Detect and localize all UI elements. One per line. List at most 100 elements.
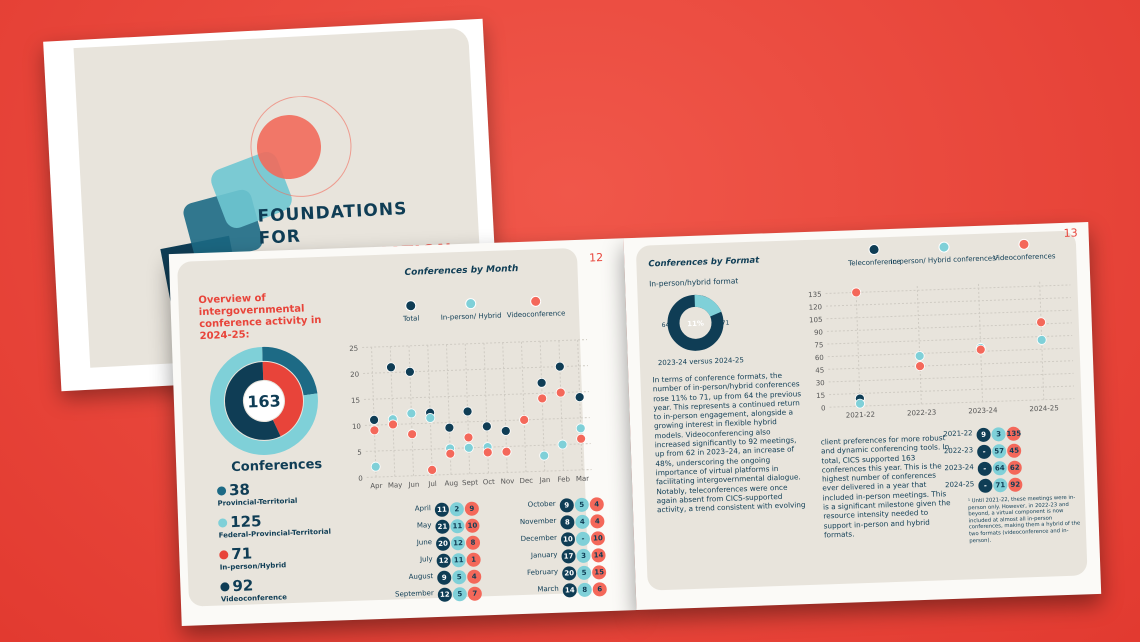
data-dot xyxy=(855,398,865,409)
month-label: April xyxy=(414,503,431,513)
y-tick-label: 0 xyxy=(358,475,363,483)
stat: 125 Federal-Provincial-Territorial xyxy=(218,507,379,540)
data-dot xyxy=(1036,335,1047,345)
x-guide xyxy=(539,341,546,472)
x-tick-label: Jun xyxy=(407,481,419,489)
donut-label: 71 xyxy=(722,320,730,327)
legend-dot xyxy=(530,295,542,307)
legend-label: Total xyxy=(402,314,420,323)
data-dot xyxy=(501,446,512,457)
stat-value: 125 xyxy=(229,512,262,532)
grid-line xyxy=(827,347,1073,358)
data-dot xyxy=(444,422,455,433)
donut-segment xyxy=(225,361,281,440)
year-label: 2022-23 xyxy=(943,445,974,455)
total-label: Conferences xyxy=(231,456,323,476)
month-label: July xyxy=(419,554,433,564)
y-tick-label: 45 xyxy=(815,366,824,374)
grid-line xyxy=(828,372,1074,383)
x-tick-label: 2021-22 xyxy=(846,411,876,420)
data-dot xyxy=(427,465,438,475)
grid-line xyxy=(362,339,588,348)
month-label: May xyxy=(416,520,432,530)
x-tick-label: Apr xyxy=(370,482,383,490)
data-dot xyxy=(914,351,925,361)
x-guide xyxy=(520,341,527,472)
data-dot xyxy=(425,413,436,423)
grid-line xyxy=(827,334,1073,345)
x-tick-label: Sept xyxy=(462,479,478,488)
stat-value: 92 xyxy=(232,576,254,596)
data-dot xyxy=(445,448,456,459)
legend-dot xyxy=(1018,238,1030,250)
data-dot xyxy=(463,432,474,443)
grid-line xyxy=(826,322,1072,332)
grid-line xyxy=(829,385,1074,396)
data-dot xyxy=(406,408,417,419)
legend-label: Videoconferences xyxy=(993,252,1056,262)
cover-title: FOR xyxy=(258,226,302,249)
data-dot xyxy=(574,392,585,403)
month-label: January xyxy=(530,550,558,560)
y-tick-label: 105 xyxy=(809,316,823,324)
year-label: 2023-24 xyxy=(944,462,974,472)
stat-value: 71 xyxy=(230,544,253,564)
x-guide xyxy=(558,340,564,471)
x-guide xyxy=(977,283,984,402)
table-cell: 7 xyxy=(467,586,483,601)
grid-line xyxy=(363,391,589,400)
table-cell: 6 xyxy=(592,582,607,597)
data-dot xyxy=(481,421,492,432)
y-tick-label: 120 xyxy=(809,303,823,311)
y-tick-label: 0 xyxy=(821,404,826,412)
x-tick-label: Oct xyxy=(483,478,496,486)
y-tick-label: 5 xyxy=(357,449,362,457)
x-tick-label: Aug xyxy=(444,479,458,487)
y-tick-label: 60 xyxy=(815,354,824,362)
stat: 71 In-person/Hybrid xyxy=(219,539,380,572)
x-tick-label: 2022-23 xyxy=(907,408,937,417)
x-tick-label: Nov xyxy=(501,477,515,485)
y-tick-label: 10 xyxy=(352,423,361,431)
year-label: 2021-22 xyxy=(943,428,973,438)
x-tick-label: 2023-24 xyxy=(968,406,998,415)
stat-dot xyxy=(216,486,227,496)
table-cell: - xyxy=(978,478,993,494)
month-label: December xyxy=(520,533,558,543)
data-dot xyxy=(557,439,568,450)
legend-label: In-person/ Hybrid conferences¹ xyxy=(890,254,999,266)
data-dot xyxy=(1036,317,1046,328)
month-chart: 0 5 10 15 20 25 Total In-person/ Hybrid Videocon… xyxy=(349,295,592,490)
right-page: 13 Conferences by Format In-person/hybri… xyxy=(623,222,1102,611)
x-tick-label: 2024-25 xyxy=(1029,404,1059,413)
footnote: ¹ Until 2021-22, these meetings were in-… xyxy=(967,494,1081,544)
table-cell: 92 xyxy=(1008,477,1023,493)
month-label: August xyxy=(408,571,434,581)
month-label: November xyxy=(519,516,557,526)
x-tick-label: May xyxy=(388,481,403,490)
data-dot xyxy=(539,450,550,461)
data-dot xyxy=(386,362,396,373)
x-tick-label: Jul xyxy=(427,480,437,488)
table-cell: 14 xyxy=(562,583,578,598)
y-tick-label: 30 xyxy=(816,379,825,387)
table-cell: 5 xyxy=(452,586,468,602)
legend-dot xyxy=(868,244,880,256)
legend-dot xyxy=(405,300,417,312)
x-guide xyxy=(916,286,922,405)
stat-dot xyxy=(219,550,229,560)
x-guide xyxy=(371,347,377,478)
x-guide xyxy=(855,288,861,407)
data-dot xyxy=(369,425,380,436)
data-dot xyxy=(369,415,379,425)
y-tick-label: 20 xyxy=(350,371,359,379)
x-tick-label: Feb xyxy=(557,475,570,483)
grid-line xyxy=(363,365,588,374)
donut-segment xyxy=(262,361,303,437)
donut-center xyxy=(243,380,284,421)
grid-line xyxy=(826,309,1072,320)
data-dot xyxy=(405,366,415,377)
stat: 92 Videoconference xyxy=(220,571,381,604)
x-tick-label: Dec xyxy=(519,477,533,485)
donut-segment xyxy=(209,346,318,455)
